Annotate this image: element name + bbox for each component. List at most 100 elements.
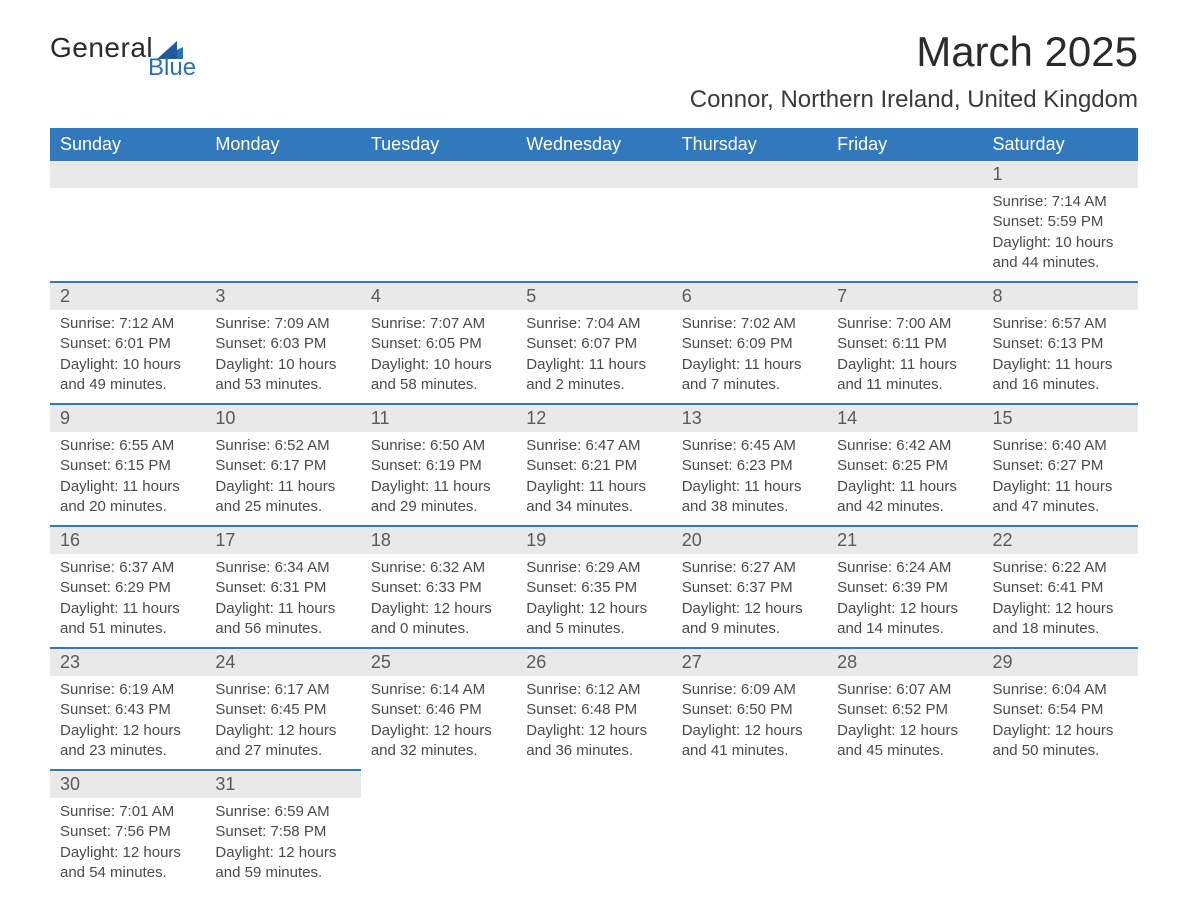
day-number: 3 (205, 283, 360, 310)
day-header: Thursday (672, 128, 827, 161)
day-details: Sunrise: 6:34 AMSunset: 6:31 PMDaylight:… (205, 554, 360, 647)
sunset-line: Sunset: 6:15 PM (60, 456, 195, 476)
sunrise-line: Sunrise: 6:50 AM (371, 436, 506, 456)
day-number: 30 (50, 771, 205, 798)
daylight-line: Daylight: 12 hours and 5 minutes. (526, 599, 661, 640)
sunrise-line: Sunrise: 6:24 AM (837, 558, 972, 578)
sunset-line: Sunset: 6:17 PM (215, 456, 350, 476)
sunset-line: Sunset: 6:31 PM (215, 578, 350, 598)
calendar-cell: 27Sunrise: 6:09 AMSunset: 6:50 PMDayligh… (672, 647, 827, 769)
calendar-cell: 13Sunrise: 6:45 AMSunset: 6:23 PMDayligh… (672, 403, 827, 525)
sunrise-line: Sunrise: 6:12 AM (526, 680, 661, 700)
daylight-line: Daylight: 12 hours and 45 minutes. (837, 721, 972, 762)
sunset-line: Sunset: 6:23 PM (682, 456, 817, 476)
day-number: 7 (827, 283, 982, 310)
daylight-line: Daylight: 10 hours and 58 minutes. (371, 355, 506, 396)
daylight-line: Daylight: 11 hours and 25 minutes. (215, 477, 350, 518)
sunset-line: Sunset: 6:07 PM (526, 334, 661, 354)
day-number: 5 (516, 283, 671, 310)
sunset-line: Sunset: 6:33 PM (371, 578, 506, 598)
calendar-cell: 7Sunrise: 7:00 AMSunset: 6:11 PMDaylight… (827, 281, 982, 403)
sunset-line: Sunset: 6:21 PM (526, 456, 661, 476)
day-details: Sunrise: 6:22 AMSunset: 6:41 PMDaylight:… (983, 554, 1138, 647)
empty-day-body (516, 188, 671, 264)
sunset-line: Sunset: 7:56 PM (60, 822, 195, 842)
calendar-cell: 15Sunrise: 6:40 AMSunset: 6:27 PMDayligh… (983, 403, 1138, 525)
sunset-line: Sunset: 6:48 PM (526, 700, 661, 720)
day-number: 23 (50, 649, 205, 676)
calendar-cell (361, 769, 516, 891)
day-details: Sunrise: 6:09 AMSunset: 6:50 PMDaylight:… (672, 676, 827, 769)
sunrise-line: Sunrise: 6:14 AM (371, 680, 506, 700)
empty-day-num (361, 161, 516, 188)
day-header: Monday (205, 128, 360, 161)
daylight-line: Daylight: 11 hours and 56 minutes. (215, 599, 350, 640)
daylight-line: Daylight: 11 hours and 2 minutes. (526, 355, 661, 396)
day-details: Sunrise: 7:01 AMSunset: 7:56 PMDaylight:… (50, 798, 205, 891)
daylight-line: Daylight: 12 hours and 54 minutes. (60, 843, 195, 884)
sunrise-line: Sunrise: 6:19 AM (60, 680, 195, 700)
calendar-cell: 5Sunrise: 7:04 AMSunset: 6:07 PMDaylight… (516, 281, 671, 403)
calendar-header: SundayMondayTuesdayWednesdayThursdayFrid… (50, 128, 1138, 161)
header-row: General Blue March 2025 Connor, Northern… (50, 28, 1138, 114)
day-details: Sunrise: 6:12 AMSunset: 6:48 PMDaylight:… (516, 676, 671, 769)
sunrise-line: Sunrise: 7:07 AM (371, 314, 506, 334)
sunrise-line: Sunrise: 6:52 AM (215, 436, 350, 456)
empty-day-body (827, 188, 982, 264)
empty-day-body (361, 188, 516, 264)
calendar-cell: 28Sunrise: 6:07 AMSunset: 6:52 PMDayligh… (827, 647, 982, 769)
calendar-cell: 26Sunrise: 6:12 AMSunset: 6:48 PMDayligh… (516, 647, 671, 769)
calendar-cell: 17Sunrise: 6:34 AMSunset: 6:31 PMDayligh… (205, 525, 360, 647)
empty-day-num (827, 161, 982, 188)
day-details: Sunrise: 6:55 AMSunset: 6:15 PMDaylight:… (50, 432, 205, 525)
empty-day-num (205, 161, 360, 188)
sunrise-line: Sunrise: 7:14 AM (993, 192, 1128, 212)
sunrise-line: Sunrise: 7:02 AM (682, 314, 817, 334)
empty-day-body (205, 188, 360, 264)
sunset-line: Sunset: 6:01 PM (60, 334, 195, 354)
empty-day-num (672, 161, 827, 188)
day-number: 2 (50, 283, 205, 310)
brand-name-1: General (50, 34, 153, 62)
day-number: 17 (205, 527, 360, 554)
sunset-line: Sunset: 6:25 PM (837, 456, 972, 476)
brand-logo: General Blue (50, 34, 196, 80)
calendar-cell: 4Sunrise: 7:07 AMSunset: 6:05 PMDaylight… (361, 281, 516, 403)
sunrise-line: Sunrise: 6:55 AM (60, 436, 195, 456)
sunset-line: Sunset: 6:45 PM (215, 700, 350, 720)
sunrise-line: Sunrise: 6:57 AM (993, 314, 1128, 334)
daylight-line: Daylight: 11 hours and 29 minutes. (371, 477, 506, 518)
day-number: 14 (827, 405, 982, 432)
day-details: Sunrise: 6:59 AMSunset: 7:58 PMDaylight:… (205, 798, 360, 891)
day-number: 6 (672, 283, 827, 310)
sunrise-line: Sunrise: 6:27 AM (682, 558, 817, 578)
daylight-line: Daylight: 11 hours and 34 minutes. (526, 477, 661, 518)
sunrise-line: Sunrise: 6:17 AM (215, 680, 350, 700)
sunrise-line: Sunrise: 6:59 AM (215, 802, 350, 822)
day-details: Sunrise: 6:17 AMSunset: 6:45 PMDaylight:… (205, 676, 360, 769)
calendar-week: 1Sunrise: 7:14 AMSunset: 5:59 PMDaylight… (50, 161, 1138, 281)
calendar-week: 30Sunrise: 7:01 AMSunset: 7:56 PMDayligh… (50, 769, 1138, 891)
daylight-line: Daylight: 10 hours and 44 minutes. (993, 233, 1128, 274)
daylight-line: Daylight: 12 hours and 18 minutes. (993, 599, 1128, 640)
calendar-cell (827, 769, 982, 891)
sunrise-line: Sunrise: 6:32 AM (371, 558, 506, 578)
daylight-line: Daylight: 11 hours and 11 minutes. (837, 355, 972, 396)
daylight-line: Daylight: 10 hours and 53 minutes. (215, 355, 350, 396)
sunrise-line: Sunrise: 6:22 AM (993, 558, 1128, 578)
calendar-cell: 2Sunrise: 7:12 AMSunset: 6:01 PMDaylight… (50, 281, 205, 403)
day-header: Friday (827, 128, 982, 161)
sunset-line: Sunset: 6:54 PM (993, 700, 1128, 720)
day-details: Sunrise: 6:19 AMSunset: 6:43 PMDaylight:… (50, 676, 205, 769)
day-details: Sunrise: 7:09 AMSunset: 6:03 PMDaylight:… (205, 310, 360, 403)
day-details: Sunrise: 6:57 AMSunset: 6:13 PMDaylight:… (983, 310, 1138, 403)
daylight-line: Daylight: 11 hours and 42 minutes. (837, 477, 972, 518)
sunrise-line: Sunrise: 6:34 AM (215, 558, 350, 578)
calendar-cell: 25Sunrise: 6:14 AMSunset: 6:46 PMDayligh… (361, 647, 516, 769)
daylight-line: Daylight: 12 hours and 59 minutes. (215, 843, 350, 884)
sunset-line: Sunset: 6:46 PM (371, 700, 506, 720)
daylight-line: Daylight: 11 hours and 38 minutes. (682, 477, 817, 518)
calendar-cell: 14Sunrise: 6:42 AMSunset: 6:25 PMDayligh… (827, 403, 982, 525)
day-header: Saturday (983, 128, 1138, 161)
day-details: Sunrise: 6:40 AMSunset: 6:27 PMDaylight:… (983, 432, 1138, 525)
